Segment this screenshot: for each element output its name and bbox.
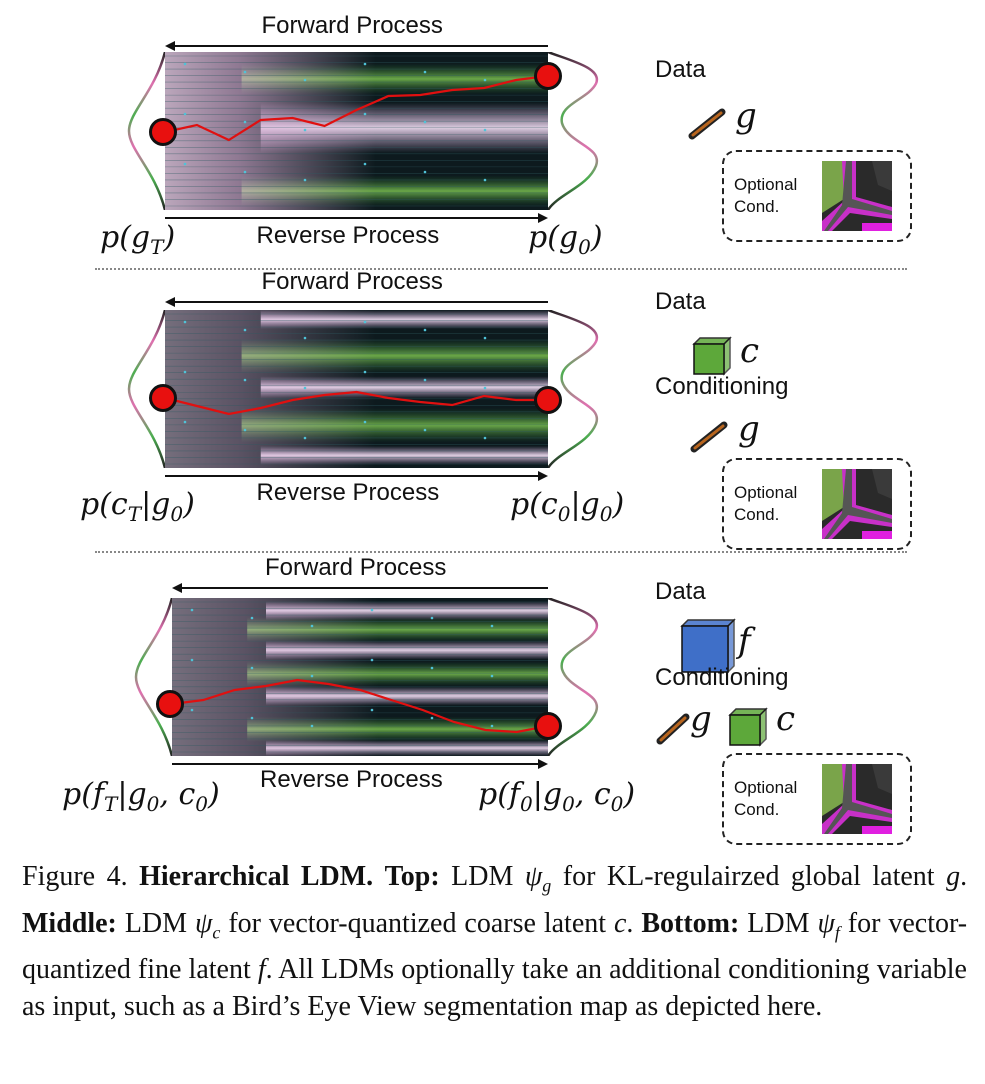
- data-distribution-curve: [548, 52, 599, 210]
- diffusion-plot: [172, 598, 548, 756]
- trajectory-line: [165, 74, 548, 142]
- separator-2: [95, 551, 907, 553]
- caption-top-text-1: LDM: [451, 861, 514, 892]
- forward-arrow: [165, 297, 548, 307]
- data-distribution-label: p(c0|g0): [510, 487, 625, 526]
- separator-1: [95, 268, 907, 270]
- forward-arrow: [172, 583, 548, 593]
- bev-segmentation-map: [822, 764, 892, 834]
- data-label: Data: [655, 56, 706, 83]
- caption-top-label: Top:: [384, 861, 440, 892]
- reverse-process-label: Reverse Process: [256, 222, 440, 249]
- prior-distribution-label: p(fT|g0, c0): [62, 777, 220, 816]
- cube-icon: [728, 707, 768, 747]
- caption-middle-text-1: LDM: [124, 907, 188, 939]
- end-point-marker: [534, 62, 562, 90]
- conditioning-label: Conditioning: [655, 664, 789, 691]
- optional-conditioning-box: Optional Cond.: [722, 458, 912, 550]
- data-distribution-label: p(f0|g0, c0): [478, 777, 636, 816]
- pen-icon: [688, 108, 726, 140]
- data-variable: c: [740, 331, 760, 371]
- trajectory-line: [172, 678, 548, 734]
- bev-segmentation-map: [822, 469, 892, 539]
- figure-caption: Figure 4. Hierarchical LDM. Top: LDM ψg …: [22, 861, 968, 1023]
- conditioning-variable: g: [738, 409, 760, 449]
- optional-conditioning-box: Optional Cond.: [722, 753, 912, 845]
- data-variable: f: [738, 621, 751, 661]
- end-point-marker: [534, 386, 562, 414]
- start-point-marker: [156, 690, 184, 718]
- caption-tail: All LDMs optionally take an additional c…: [22, 954, 967, 1023]
- reverse-arrow: [165, 471, 548, 481]
- optional-label: Optional Cond.: [734, 483, 798, 524]
- prior-distribution-label: p(cT|g0): [80, 487, 195, 526]
- caption-bottom-text-1: LDM: [747, 907, 810, 939]
- cube-icon: [692, 336, 732, 376]
- end-point-marker: [534, 712, 562, 740]
- initial-distribution-curve: [127, 310, 165, 468]
- conditioning-label: Conditioning: [655, 373, 789, 400]
- caption-title: Hierarchical LDM.: [139, 861, 374, 892]
- forward-process-label: Forward Process: [265, 554, 447, 581]
- cube-icon: [680, 618, 736, 674]
- reverse-process-label: Reverse Process: [260, 766, 443, 793]
- forward-process-label: Forward Process: [261, 12, 443, 39]
- reverse-process-label: Reverse Process: [256, 479, 440, 506]
- data-distribution-label: p(g0): [528, 220, 603, 259]
- reverse-arrow: [165, 213, 548, 223]
- pen-icon: [656, 713, 690, 745]
- conditioning-variable-c: c: [776, 699, 796, 739]
- forward-arrow: [165, 41, 548, 51]
- forward-process-label: Forward Process: [261, 268, 443, 295]
- data-distribution-curve: [548, 310, 599, 468]
- optional-conditioning-box: Optional Cond.: [722, 150, 912, 242]
- caption-bottom-label: Bottom:: [641, 907, 740, 939]
- caption-top-text-2: for KL-regulairzed global latent: [562, 861, 935, 892]
- start-point-marker: [149, 118, 177, 146]
- trajectory-line: [165, 390, 548, 416]
- data-label: Data: [655, 578, 706, 605]
- caption-middle-text-2: for vector-quantized coarse latent: [228, 907, 607, 939]
- data-variable: g: [735, 96, 757, 136]
- bev-segmentation-map: [822, 161, 892, 231]
- initial-distribution-curve: [127, 52, 165, 210]
- data-distribution-curve: [548, 598, 599, 756]
- start-point-marker: [149, 384, 177, 412]
- data-label: Data: [655, 288, 706, 315]
- optional-label: Optional Cond.: [734, 778, 798, 819]
- caption-middle-label: Middle:: [22, 907, 117, 939]
- prior-distribution-label: p(gT): [100, 220, 176, 259]
- caption-fig: Figure 4.: [22, 861, 128, 892]
- conditioning-variable-g: g: [690, 699, 712, 739]
- diffusion-plot: [165, 52, 548, 210]
- initial-distribution-curve: [134, 598, 172, 756]
- optional-label: Optional Cond.: [734, 175, 798, 216]
- caption-bottom-text-2: for vector-quantized fine latent: [22, 907, 968, 986]
- pen-icon: [690, 421, 728, 453]
- diffusion-plot: [165, 310, 548, 468]
- reverse-arrow: [172, 759, 548, 769]
